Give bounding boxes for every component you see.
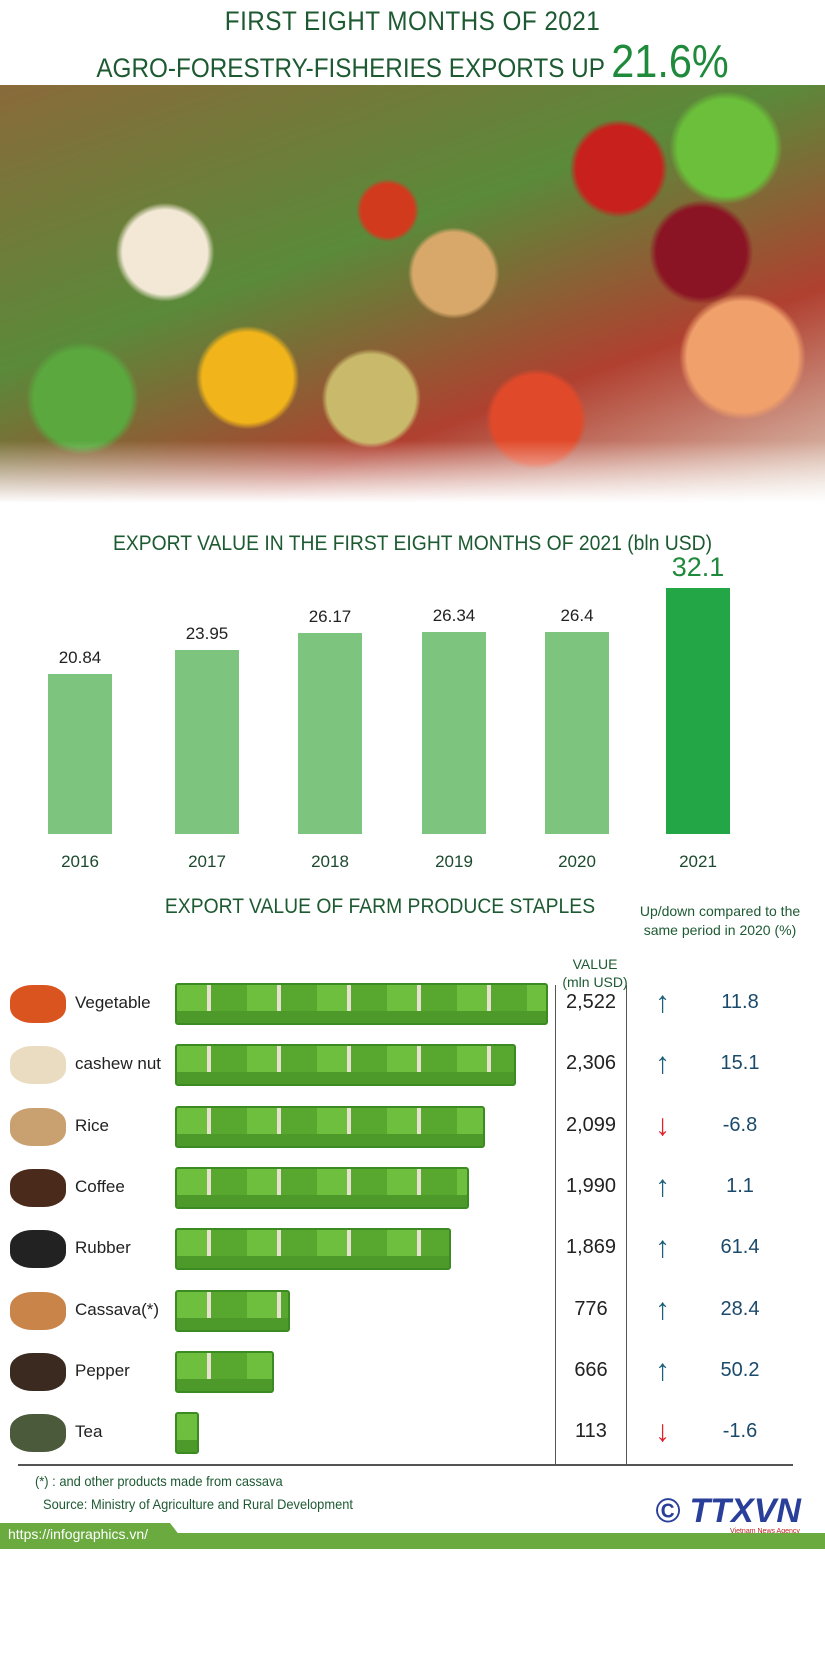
export-value: 1,990 [565,1174,617,1197]
title-highlight: 21.6% [611,35,729,87]
table-row: Rubber 1,869 ↑ 61.4 [0,1218,825,1279]
product-icon [10,1230,66,1269]
value-label: 20.84 [58,648,102,668]
arrow-down-icon: ↓ [655,1108,670,1142]
bar-2020 [545,631,609,834]
money-bar [175,1166,470,1209]
change-percent: 61.4 [720,1236,760,1259]
divider [18,1464,793,1466]
value-label: 26.34 [432,606,476,626]
divider [626,985,627,1465]
money-bar [175,1228,452,1271]
product-name: Rice [75,1115,110,1135]
product-icon [10,1291,66,1330]
table-row: Vegetable 2,522 ↑ 11.8 [0,973,825,1034]
x-tick-label: 2020 [558,852,596,871]
arrow-up-icon: ↑ [655,1169,670,1203]
product-icon [10,1107,66,1146]
url-tab [0,1523,190,1549]
change-percent: -6.8 [722,1113,758,1136]
product-icon [10,1168,66,1207]
value-label: 32.1 [671,552,725,582]
value-header: VALUE (mln USD) [562,956,628,990]
bar-2021 [666,588,730,834]
source: Source: Ministry of Agriculture and Rura… [43,1496,353,1512]
product-name: cashew nut [75,1054,161,1074]
value-label: 26.4 [560,605,594,625]
title-line-1: FIRST EIGHT MONTHS OF 2021 [224,6,601,36]
money-bar [175,1105,486,1148]
export-value: 113 [575,1420,607,1443]
change-percent: 11.8 [721,991,759,1013]
table-row: Tea 113 ↓ -1.6 [0,1402,825,1463]
export-value: 2,099 [565,1113,617,1136]
value-label: 26.17 [308,607,352,627]
x-tick-label: 2018 [311,852,349,871]
arrow-up-icon: ↑ [655,1047,670,1081]
table-row: Cassava(*) 776 ↑ 28.4 [0,1280,825,1341]
x-tick-label: 2016 [61,852,99,871]
change-percent: 1.1 [726,1174,754,1197]
bar-2018 [298,633,362,834]
product-icon [10,1414,66,1453]
logo-subtitle: Vietnam News Agency [730,1528,800,1535]
bar-2016 [48,674,112,834]
arrow-up-icon: ↑ [655,986,670,1019]
money-bar [175,1412,199,1455]
money-bar [175,1289,290,1332]
bar-2019 [422,632,486,834]
product-name: Rubber [75,1238,131,1258]
product-name: Cassava(*) [75,1299,160,1319]
change-percent: 15.1 [720,1052,760,1075]
title-line-2: AGRO-FORESTRY-FISHERIES EXPORTS UP 21.6% [41,34,784,88]
x-tick-label: 2019 [435,852,473,871]
produce-photo [0,85,825,503]
export-value: 2,306 [565,1052,617,1075]
arrow-down-icon: ↓ [655,1415,670,1449]
export-value: 2,522 [565,991,617,1013]
staples-title: EXPORT VALUE OF FARM PRODUCE STAPLES [164,895,596,918]
product-name: Vegetable [75,993,151,1012]
title-text: AGRO-FORESTRY-FISHERIES EXPORTS UP [96,53,605,83]
change-percent: 28.4 [720,1297,760,1320]
product-name: Pepper [75,1360,130,1380]
money-bar [175,983,548,1025]
money-bar [175,1350,274,1393]
product-name: Tea [75,1422,103,1442]
product-icon [10,985,66,1023]
product-name: Coffee [75,1176,125,1196]
money-bar [175,1044,517,1087]
change-header: Up/down compared to the same period in 2… [639,903,801,938]
change-percent: -1.6 [722,1420,758,1443]
product-icon [10,1352,66,1391]
product-icon [10,1046,66,1085]
footer-bar [0,1533,825,1549]
x-tick-label: 2017 [188,852,226,871]
ttxvn-logo: © TTXVN [655,1492,801,1530]
table-row: Coffee 1,990 ↑ 1.1 [0,1157,825,1218]
table-row: cashew nut 2,306 ↑ 15.1 [0,1034,825,1095]
export-value: 666 [574,1358,608,1381]
x-tick-label: 2021 [679,852,717,871]
arrow-up-icon: ↑ [655,1231,670,1265]
value-label: 23.95 [185,624,229,644]
export-value: 1,869 [565,1236,617,1259]
bar-2017 [175,650,239,834]
arrow-up-icon: ↑ [655,1292,670,1326]
export-value: 776 [574,1297,608,1320]
url-link[interactable]: https://infographics.vn/ [8,1526,149,1542]
chart-title: EXPORT VALUE IN THE FIRST EIGHT MONTHS O… [112,532,713,555]
divider [555,985,556,1465]
change-percent: 50.2 [720,1358,760,1381]
table-row: Rice 2,099 ↓ -6.8 [0,1096,825,1157]
footnote: (*) : and other products made from cassa… [35,1473,283,1489]
table-row: Pepper 666 ↑ 50.2 [0,1341,825,1402]
arrow-up-icon: ↑ [655,1353,670,1387]
